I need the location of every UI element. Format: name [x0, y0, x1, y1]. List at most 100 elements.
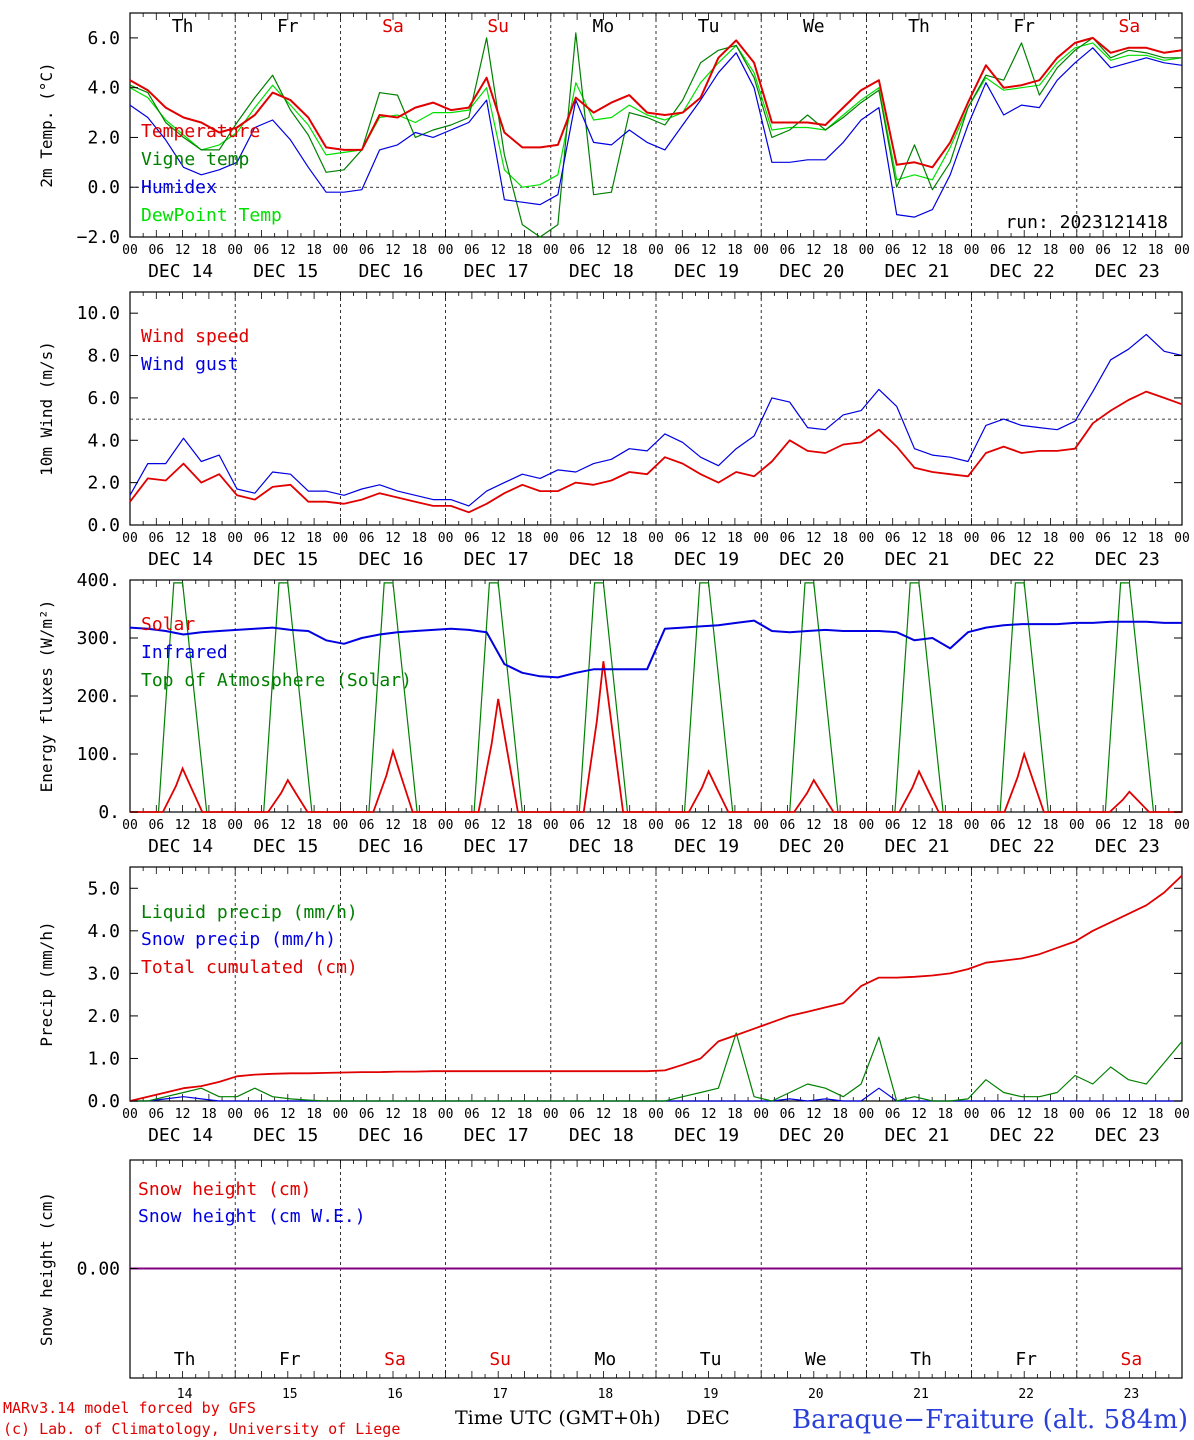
hour-tick-label: 12 — [701, 243, 717, 258]
hour-tick-label: 18 — [937, 1107, 953, 1122]
hour-tick-label: 18 — [1043, 1107, 1059, 1122]
legend-entry: Wind gust — [141, 354, 239, 375]
date-label: DEC 23 — [1095, 1125, 1160, 1146]
weekday-label: Th — [910, 1349, 932, 1370]
series-line — [129, 32, 1182, 238]
hour-tick-label: 12 — [280, 243, 296, 258]
date-label: DEC 16 — [358, 1125, 423, 1146]
hour-tick-label: 18 — [201, 243, 217, 258]
y-tick-label: 200. — [77, 686, 120, 707]
hour-tick-label: 00 — [648, 243, 664, 258]
series-line — [129, 36, 1183, 169]
hour-tick-label: 18 — [1043, 243, 1059, 258]
panel-2-frame — [129, 291, 1183, 526]
hour-tick-label: 18 — [1148, 1107, 1164, 1122]
date-label: DEC 20 — [779, 1125, 844, 1146]
day-number-label: 18 — [598, 1387, 614, 1402]
y-tick-label: 2.0 — [87, 127, 120, 148]
hour-tick-label: 12 — [806, 531, 822, 546]
hour-tick-label: 18 — [306, 243, 322, 258]
date-label: DEC 20 — [779, 836, 844, 857]
hour-tick-label: 18 — [201, 1107, 217, 1122]
y-tick-label: 4.0 — [87, 430, 120, 451]
hour-tick-label: 12 — [701, 1107, 717, 1122]
weekday-label: Sa — [382, 16, 404, 37]
day-number-label: 16 — [387, 1387, 403, 1402]
hour-tick-label: 12 — [911, 1107, 927, 1122]
hour-tick-label: 00 — [122, 243, 138, 258]
date-label: DEC 21 — [884, 836, 949, 857]
y-tick-label: −2.0 — [77, 227, 120, 248]
hour-tick-label: 18 — [727, 818, 743, 833]
hour-tick-label: 00 — [1174, 818, 1190, 833]
legend-entry: Total cumulated (cm) — [141, 957, 358, 978]
hour-tick-label: 06 — [569, 531, 585, 546]
date-label: DEC 17 — [464, 836, 529, 857]
y-axis-title: Precip (mm/h) — [37, 921, 56, 1046]
y-tick-label: 400. — [77, 570, 120, 591]
hour-tick-label: 12 — [490, 243, 506, 258]
hour-tick-label: 12 — [1122, 1107, 1138, 1122]
hour-tick-label: 00 — [333, 531, 349, 546]
station-name: Baraque−Fraiture (alt. 584m) — [792, 1405, 1188, 1435]
hour-tick-label: 12 — [911, 531, 927, 546]
weekday-label: Su — [487, 16, 509, 37]
day-number-label: 23 — [1124, 1387, 1140, 1402]
y-tick-label: 4.0 — [87, 78, 120, 99]
hour-tick-label: 06 — [780, 818, 796, 833]
hour-tick-label: 00 — [543, 1107, 559, 1122]
legend-entry: Liquid precip (mm/h) — [141, 902, 358, 923]
hour-tick-label: 06 — [885, 1107, 901, 1122]
hour-tick-label: 00 — [227, 243, 243, 258]
hour-tick-label: 00 — [964, 243, 980, 258]
weekday-label: Th — [174, 1349, 196, 1370]
hour-tick-label: 00 — [227, 818, 243, 833]
weekday-label: Mo — [593, 16, 615, 37]
hour-tick-label: 12 — [490, 1107, 506, 1122]
hour-tick-label: 12 — [1122, 243, 1138, 258]
y-tick-label: 3.0 — [87, 963, 120, 984]
hour-tick-label: 00 — [648, 1107, 664, 1122]
hour-tick-label: 00 — [438, 531, 454, 546]
hour-tick-label: 12 — [175, 818, 191, 833]
hour-tick-label: 00 — [543, 531, 559, 546]
date-label: DEC 23 — [1095, 549, 1160, 570]
hour-tick-label: 06 — [569, 818, 585, 833]
hour-tick-label: 06 — [1095, 818, 1111, 833]
hour-tick-label: 00 — [859, 243, 875, 258]
date-label: DEC 23 — [1095, 261, 1160, 282]
weekday-label: Th — [908, 16, 930, 37]
hour-tick-label: 06 — [359, 1107, 375, 1122]
y-tick-label: 0.0 — [87, 177, 120, 198]
date-label: DEC 14 — [148, 549, 213, 570]
hour-tick-label: 06 — [885, 243, 901, 258]
date-label: DEC 22 — [990, 836, 1055, 857]
hour-tick-label: 00 — [964, 1107, 980, 1122]
hour-tick-label: 06 — [1095, 243, 1111, 258]
hour-tick-label: 00 — [1174, 1107, 1190, 1122]
date-label: DEC 22 — [990, 549, 1055, 570]
date-label: DEC 14 — [148, 261, 213, 282]
legend-entry: Vigne temp — [141, 149, 249, 170]
y-tick-label: 0.0 — [87, 515, 120, 536]
hour-tick-label: 00 — [1174, 243, 1190, 258]
hour-tick-label: 06 — [885, 531, 901, 546]
hour-tick-label: 00 — [333, 1107, 349, 1122]
hour-tick-label: 00 — [859, 818, 875, 833]
date-label: DEC 18 — [569, 1125, 634, 1146]
day-number-label: 19 — [703, 1387, 719, 1402]
series-line — [129, 874, 1183, 1102]
legend-entry: Humidex — [141, 177, 217, 198]
y-tick-label: 6.0 — [87, 28, 120, 49]
legend-entry: Top of Atmosphere (Solar) — [141, 670, 412, 691]
hour-tick-label: 18 — [306, 531, 322, 546]
legend-entry: DewPoint Temp — [141, 205, 282, 226]
date-label: DEC 18 — [569, 549, 634, 570]
hour-tick-label: 12 — [911, 818, 927, 833]
y-tick-label: 0.0 — [87, 1091, 120, 1112]
date-label: DEC 14 — [148, 836, 213, 857]
hour-tick-label: 00 — [753, 1107, 769, 1122]
hour-tick-label: 12 — [1016, 531, 1032, 546]
weekday-label: Fr — [277, 16, 299, 37]
hour-tick-label: 00 — [1069, 243, 1085, 258]
